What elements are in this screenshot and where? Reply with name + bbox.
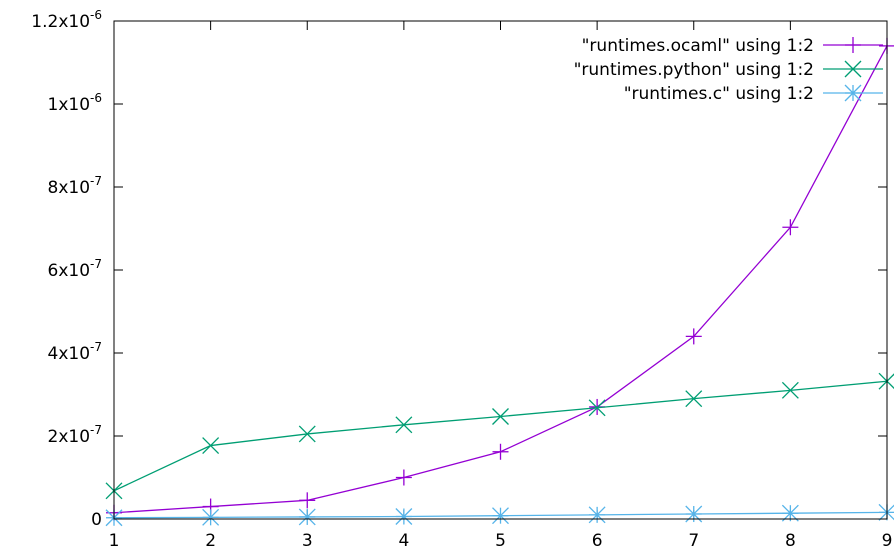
x-tick-label: 7 xyxy=(688,531,699,551)
y-tick-labels: 0 2x10-7 4x10-7 6x10-7 8x10-7 1x10-6 1.2x10-6 xyxy=(31,8,102,530)
x-tick-label: 9 xyxy=(882,531,893,551)
data-point xyxy=(588,399,606,417)
data-point xyxy=(685,328,702,345)
y-tick-label: 1x10-6 xyxy=(48,91,102,115)
legend-marker xyxy=(844,60,862,78)
data-point xyxy=(685,505,703,523)
x-tick-label: 1 xyxy=(109,531,120,551)
y-tick-label: 1.2x10-6 xyxy=(31,8,102,32)
data-point xyxy=(202,508,220,526)
data-point xyxy=(395,416,413,434)
data-point xyxy=(395,508,413,525)
plot-frame xyxy=(113,20,888,520)
data-point xyxy=(492,443,509,460)
data-point xyxy=(781,381,799,399)
x-tick-label: 5 xyxy=(495,531,506,551)
y-tick-label: 4x10-7 xyxy=(48,340,102,364)
x-tick-label: 2 xyxy=(205,531,216,551)
y-tick-label: 0 xyxy=(91,510,102,530)
data-point xyxy=(299,492,316,509)
x-tick-labels: 1 2 3 4 5 6 7 8 9 xyxy=(109,531,893,551)
data-point xyxy=(492,507,509,525)
data-point xyxy=(782,219,799,236)
x-tick-label: 8 xyxy=(785,531,796,551)
y-tick-label: 2x10-7 xyxy=(48,423,102,447)
x-tick-label: 6 xyxy=(592,531,603,551)
y-tick-label: 8x10-7 xyxy=(48,174,102,198)
data-point xyxy=(202,437,220,455)
series-line xyxy=(113,380,888,492)
series-group xyxy=(105,37,894,527)
legend: "runtimes.ocaml" using 1:2 "runtimes.pyth… xyxy=(574,36,883,104)
data-point xyxy=(298,425,316,443)
data-point xyxy=(395,469,412,486)
data-point xyxy=(588,506,606,524)
legend-marker xyxy=(845,37,861,53)
legend-label: "runtimes.c" using 1:2 xyxy=(624,84,814,104)
y-tick-label: 6x10-7 xyxy=(48,257,102,281)
legend-label: "runtimes.ocaml" using 1:2 xyxy=(582,36,814,56)
data-point xyxy=(298,508,316,526)
data-point xyxy=(685,390,703,408)
data-point xyxy=(492,408,509,425)
legend-marker xyxy=(844,84,862,102)
legend-label: "runtimes.python" using 1:2 xyxy=(574,60,814,80)
x-tick-label: 4 xyxy=(398,531,409,551)
x-tick-label: 3 xyxy=(302,531,313,551)
